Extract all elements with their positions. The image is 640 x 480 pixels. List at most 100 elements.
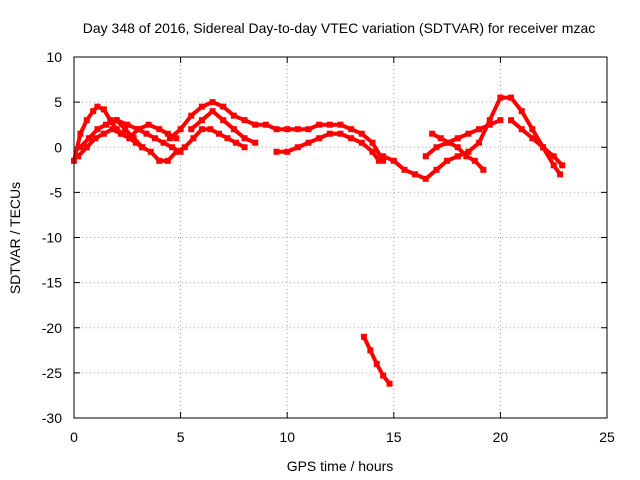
- y-tick-label: -5: [50, 184, 63, 200]
- series-arc-6: [188, 108, 259, 146]
- data-point: [373, 360, 380, 367]
- data-point: [126, 135, 133, 142]
- data-point: [375, 157, 382, 164]
- data-point: [164, 157, 171, 164]
- data-point: [77, 144, 84, 151]
- data-point: [181, 144, 188, 151]
- data-point: [305, 126, 312, 133]
- data-point: [465, 148, 472, 155]
- data-point: [348, 135, 355, 142]
- x-axis-label: GPS time / hours: [287, 458, 394, 474]
- data-point: [358, 130, 365, 137]
- series-arc-12: [508, 117, 566, 169]
- data-point: [152, 135, 159, 142]
- series-arc-8: [360, 333, 393, 387]
- data-point: [75, 153, 82, 160]
- data-point: [90, 108, 97, 115]
- data-point: [305, 139, 312, 146]
- data-point: [188, 126, 195, 133]
- series-arc-3: [77, 117, 180, 151]
- y-tick-label: 10: [46, 49, 62, 65]
- data-point: [252, 139, 259, 146]
- data-point: [198, 126, 205, 133]
- data-point: [550, 153, 557, 160]
- data-point: [337, 121, 344, 128]
- data-point: [209, 99, 216, 106]
- y-tick-label: -30: [42, 410, 62, 426]
- data-point: [262, 121, 269, 128]
- x-tick-label: 15: [386, 429, 402, 445]
- data-point: [100, 106, 107, 113]
- data-point: [369, 148, 376, 155]
- data-point: [198, 117, 205, 124]
- data-point: [454, 144, 461, 151]
- y-tick-label: 0: [54, 139, 62, 155]
- series-arc-2: [75, 126, 184, 160]
- data-point: [220, 117, 227, 124]
- data-point: [337, 130, 344, 137]
- x-tick-label: 0: [70, 429, 78, 445]
- data-point: [529, 135, 536, 142]
- data-point: [124, 121, 131, 128]
- data-point: [508, 94, 515, 101]
- data-point: [454, 153, 461, 160]
- y-tick-label: -10: [42, 230, 62, 246]
- data-point: [139, 144, 146, 151]
- data-point: [230, 126, 237, 133]
- data-point: [273, 148, 280, 155]
- data-point: [94, 103, 101, 110]
- data-point: [390, 157, 397, 164]
- data-point: [164, 130, 171, 137]
- x-tick-label: 10: [279, 429, 295, 445]
- data-point: [147, 148, 154, 155]
- data-point: [209, 108, 216, 115]
- y-tick-label: -25: [42, 365, 62, 381]
- plot-series: [71, 94, 566, 387]
- data-point: [100, 130, 107, 137]
- plot-frame: [73, 56, 608, 419]
- data-point: [230, 112, 237, 119]
- data-point: [224, 135, 231, 142]
- data-point: [252, 121, 259, 128]
- data-point: [316, 135, 323, 142]
- data-point: [177, 126, 184, 133]
- tick-labels: 0 5 10 15 20 25 -30 -25 -20 -15 -10 -5 0 5 10: [42, 49, 615, 445]
- data-point: [92, 135, 99, 142]
- data-point: [465, 130, 472, 137]
- series-trace: [114, 118, 247, 163]
- axis-ticks: [73, 56, 608, 419]
- data-point: [94, 126, 101, 133]
- data-point: [169, 144, 176, 151]
- data-point: [369, 139, 376, 146]
- data-point: [557, 171, 564, 178]
- data-point: [518, 108, 525, 115]
- data-point: [550, 162, 557, 169]
- data-point: [476, 139, 483, 146]
- data-point: [156, 126, 163, 133]
- series-arc-9: [380, 94, 564, 182]
- x-tick-label: 20: [493, 429, 509, 445]
- data-point: [294, 126, 301, 133]
- data-point: [476, 126, 483, 133]
- data-point: [446, 139, 453, 146]
- data-point: [401, 166, 408, 173]
- data-point: [386, 380, 393, 387]
- data-point: [143, 130, 150, 137]
- data-point: [273, 126, 280, 133]
- data-point: [559, 162, 566, 169]
- data-point: [107, 117, 114, 124]
- data-point: [156, 157, 163, 164]
- data-point: [113, 117, 120, 124]
- data-point: [241, 135, 248, 142]
- series-arc-4: [113, 117, 248, 164]
- data-point: [215, 130, 222, 137]
- data-point: [83, 144, 90, 151]
- data-point: [433, 144, 440, 151]
- y-tick-label: -15: [42, 275, 62, 291]
- data-point: [326, 121, 333, 128]
- data-point: [480, 166, 487, 173]
- data-point: [130, 135, 137, 142]
- data-point: [109, 126, 116, 133]
- series-arc-7: [273, 130, 382, 164]
